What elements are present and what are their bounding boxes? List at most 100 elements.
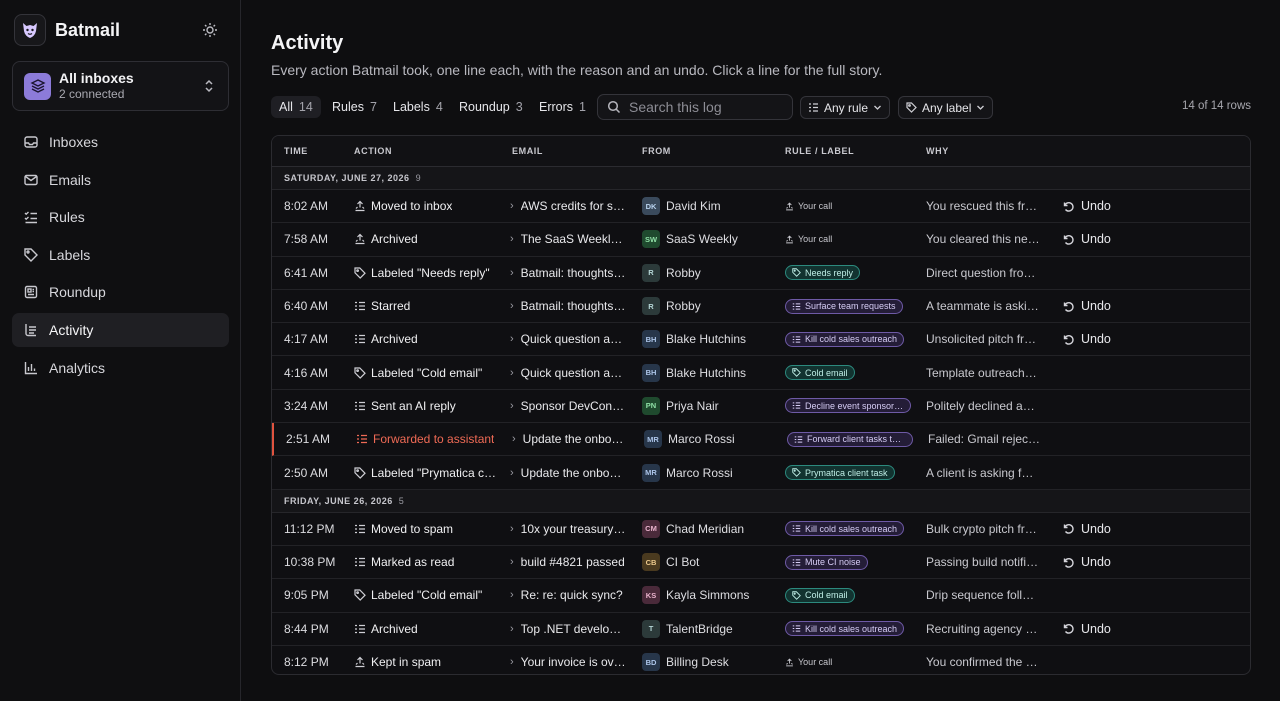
rule-filter-label: Any rule: [824, 100, 869, 115]
row-email[interactable]: › Update the onboarding deck: [512, 423, 629, 455]
sidebar-item-label: Roundup: [49, 284, 106, 301]
theme-toggle-sun-icon[interactable]: [200, 20, 220, 40]
row-email[interactable]: › AWS credits for startups: [510, 190, 627, 222]
rule-pill[interactable]: Surface team requests: [785, 298, 903, 314]
row-email[interactable]: › Sponsor DevCon 2026: [510, 390, 627, 422]
label-pill[interactable]: Prymatica client task: [785, 465, 895, 481]
rule-pill[interactable]: Kill cold sales outreach: [785, 331, 905, 347]
table-row[interactable]: 8:02 AM Moved to inbox › AWS credits for st…: [272, 190, 1250, 224]
rule-icon: [792, 558, 801, 567]
sidebar-item-inboxes[interactable]: Inboxes: [12, 125, 229, 159]
row-email[interactable]: › The SaaS Weekly, issue 212: [510, 223, 627, 255]
undo-button[interactable]: Undo: [1062, 546, 1132, 578]
row-from: BH Blake Hutchins: [642, 357, 778, 389]
chevron-right-icon: ›: [510, 333, 514, 346]
sender-name: Priya Nair: [666, 398, 719, 413]
row-from: DK David Kim: [642, 190, 778, 222]
layers-icon: [24, 72, 51, 100]
undo-button[interactable]: Undo: [1062, 223, 1132, 255]
app-name: Batmail: [55, 19, 121, 40]
date-group-label: SATURDAY, JUNE 27, 2026 9: [284, 173, 421, 183]
table-row[interactable]: 2:51 AM Forwarded to assistant › Update the…: [272, 423, 1250, 457]
label-pill[interactable]: Cold email: [785, 587, 855, 603]
table-row[interactable]: 8:12 PM Kept in spam › Your invoice is over…: [272, 646, 1250, 674]
row-email[interactable]: › Quick question about your stack: [510, 357, 627, 389]
sidebar-item-emails[interactable]: Emails: [12, 163, 229, 197]
row-why: You confirmed the block: [926, 646, 1040, 674]
date-group-count: 5: [398, 495, 405, 506]
undo-button[interactable]: Undo: [1062, 290, 1132, 322]
rule-pill[interactable]: Forward client tasks to assistant: [787, 431, 913, 447]
table-row[interactable]: 4:17 AM Archived › Quick question about you…: [272, 323, 1250, 357]
rule-pill[interactable]: Kill cold sales outreach: [785, 621, 905, 637]
table-row[interactable]: 10:38 PM Marked as read › build #4821 passe…: [272, 546, 1250, 580]
row-email[interactable]: › Batmail: thoughts on the roadmap: [510, 257, 627, 289]
table-row[interactable]: 9:05 PM Labeled "Cold email" › Re: re: quic…: [272, 579, 1250, 613]
row-time: 7:58 AM: [284, 232, 329, 247]
undo-label: Undo: [1081, 521, 1111, 536]
table-row[interactable]: 4:16 AM Labeled "Cold email" › Quick questi…: [272, 357, 1250, 390]
mail-icon: [23, 172, 39, 188]
tab-errors[interactable]: Errors 1: [531, 96, 594, 118]
row-email[interactable]: › Batmail: thoughts on the roadmap: [510, 290, 627, 322]
row-email[interactable]: › Update the onboarding deck: [510, 456, 627, 488]
row-why: Drip sequence follow-up: [926, 579, 1040, 611]
sidebar-item-analytics[interactable]: Analytics: [12, 351, 229, 385]
table-row[interactable]: 7:58 AM Archived › The SaaS Weekly, issue 2…: [272, 223, 1250, 257]
tag-icon: [23, 247, 39, 263]
sidebar-item-rules[interactable]: Rules: [12, 200, 229, 234]
row-action: Starred: [354, 290, 498, 322]
table-row[interactable]: 8:44 PM Archived › Top .NET developers avai…: [272, 613, 1250, 646]
row-action: Moved to inbox: [354, 190, 498, 222]
row-email[interactable]: › Re: re: quick sync?: [510, 579, 627, 611]
undo-button[interactable]: Undo: [1062, 323, 1132, 355]
label-filter-dropdown[interactable]: Any label: [898, 96, 994, 119]
row-email[interactable]: › build #4821 passed: [510, 546, 627, 578]
table-row[interactable]: 11:12 PM Moved to spam › 10x your treasury …: [272, 513, 1250, 546]
rule-filter-dropdown[interactable]: Any rule: [800, 96, 891, 119]
user-action-icon: [354, 233, 366, 245]
rule-pill[interactable]: Kill cold sales outreach: [785, 521, 905, 537]
row-action: Moved to spam: [354, 513, 498, 545]
table-row[interactable]: 6:40 AM Starred › Batmail: thoughts on the …: [272, 290, 1250, 324]
email-subject: The SaaS Weekly, issue 212: [520, 232, 627, 247]
inbox-switcher[interactable]: All inboxes 2 connected: [12, 61, 229, 111]
row-rule-label: Mute CI noise: [785, 546, 915, 578]
tag-icon: [354, 466, 366, 479]
sidebar-item-roundup[interactable]: Roundup: [12, 275, 229, 309]
search-box[interactable]: [597, 94, 793, 120]
row-email[interactable]: › Quick question about your stack: [510, 323, 627, 355]
table-row[interactable]: 3:24 AM Sent an AI reply › Sponsor DevCon 2…: [272, 390, 1250, 424]
label-pill[interactable]: Cold email: [785, 365, 855, 381]
user-action-icon: [785, 235, 794, 244]
undo-button[interactable]: Undo: [1062, 513, 1132, 545]
row-from: R Robby: [642, 257, 778, 289]
table-row[interactable]: 2:50 AM Labeled "Prymatica client task" › U…: [272, 456, 1250, 490]
chevron-right-icon: ›: [510, 656, 514, 669]
row-email[interactable]: › Your invoice is overdue: [510, 646, 627, 674]
tab-all[interactable]: All 14: [271, 96, 321, 118]
page-title: Activity: [271, 32, 344, 54]
row-action: Archived: [354, 323, 498, 355]
row-email[interactable]: › 10x your treasury yield: [510, 513, 627, 545]
rule-pill[interactable]: Decline event sponsorships: [785, 398, 911, 414]
action-text: Labeled "Cold email": [371, 588, 483, 603]
tag-icon: [792, 268, 801, 278]
row-email[interactable]: › Top .NET developers available: [510, 613, 627, 645]
sender-name: Marco Rossi: [666, 465, 733, 480]
search-input[interactable]: [629, 99, 789, 115]
sidebar-item-labels[interactable]: Labels: [12, 238, 229, 272]
rule-pill[interactable]: Mute CI noise: [785, 554, 868, 570]
row-from: KS Kayla Simmons: [642, 579, 778, 611]
undo-button[interactable]: Undo: [1062, 613, 1132, 645]
row-action: Labeled "Prymatica client task": [354, 456, 498, 488]
bat-logo-icon: [14, 14, 46, 46]
label-pill[interactable]: Needs reply: [785, 265, 861, 281]
sidebar-item-activity[interactable]: Activity: [12, 312, 229, 347]
tab-labels[interactable]: Labels 4: [385, 96, 451, 118]
undo-button[interactable]: Undo: [1062, 190, 1132, 222]
table-row[interactable]: 6:41 AM Labeled "Needs reply" › Batmail: th…: [272, 257, 1250, 290]
tab-rules[interactable]: Rules 7: [324, 96, 385, 118]
email-subject: Batmail: thoughts on the roadmap: [520, 299, 627, 314]
tab-roundup[interactable]: Roundup 3: [451, 96, 531, 118]
